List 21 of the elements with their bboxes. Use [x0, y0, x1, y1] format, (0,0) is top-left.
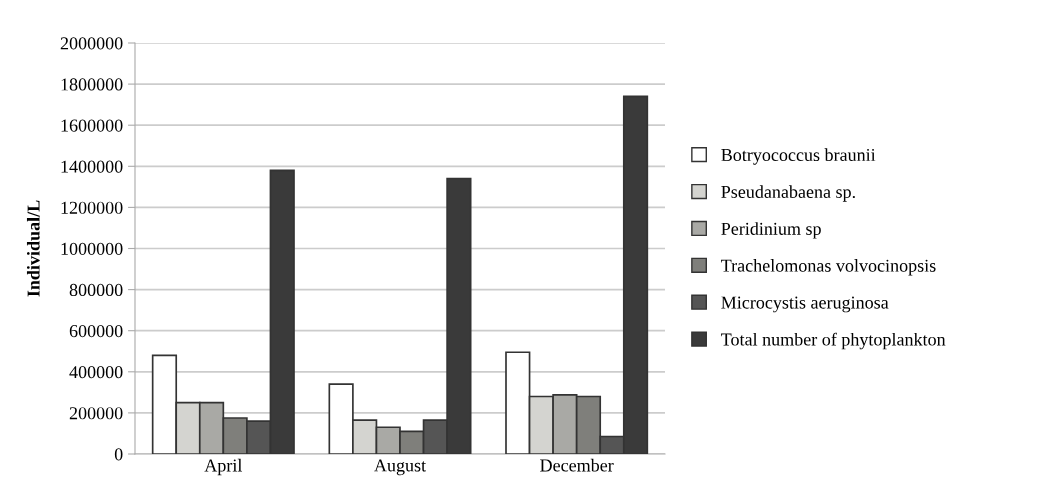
y-tick-label: 1400000 — [61, 160, 123, 173]
y-tick-label: 1200000 — [61, 201, 123, 214]
x-tick-label: December — [540, 458, 614, 472]
legend-label: Botryococcus braunii — [721, 148, 876, 165]
y-tick-label: 0 — [114, 448, 123, 461]
y-tick-label: 1800000 — [61, 78, 123, 91]
y-tick-label: 400000 — [69, 366, 123, 379]
y-axis-title: Individual/L — [26, 200, 40, 297]
y-tick-label: 2000000 — [60, 37, 123, 50]
legend-label: Pseudanabaena sp. — [721, 185, 855, 202]
x-tick-label: April — [204, 458, 243, 476]
y-tick-label: 200000 — [69, 407, 123, 420]
legend-label: Microcystis aeruginosa — [721, 296, 889, 313]
y-tick-label: 600000 — [69, 324, 123, 338]
legend-label: Total number of phytoplankton — [721, 332, 946, 350]
y-tick-label: 800000 — [69, 283, 123, 297]
y-tick-label: 1600000 — [61, 119, 123, 132]
legend-label: Trachelomonas volvocinopsis — [721, 259, 936, 276]
y-tick-label: 1000000 — [61, 242, 123, 255]
legend-label: Peridinium sp — [721, 222, 821, 239]
x-tick-label: August — [374, 459, 426, 476]
